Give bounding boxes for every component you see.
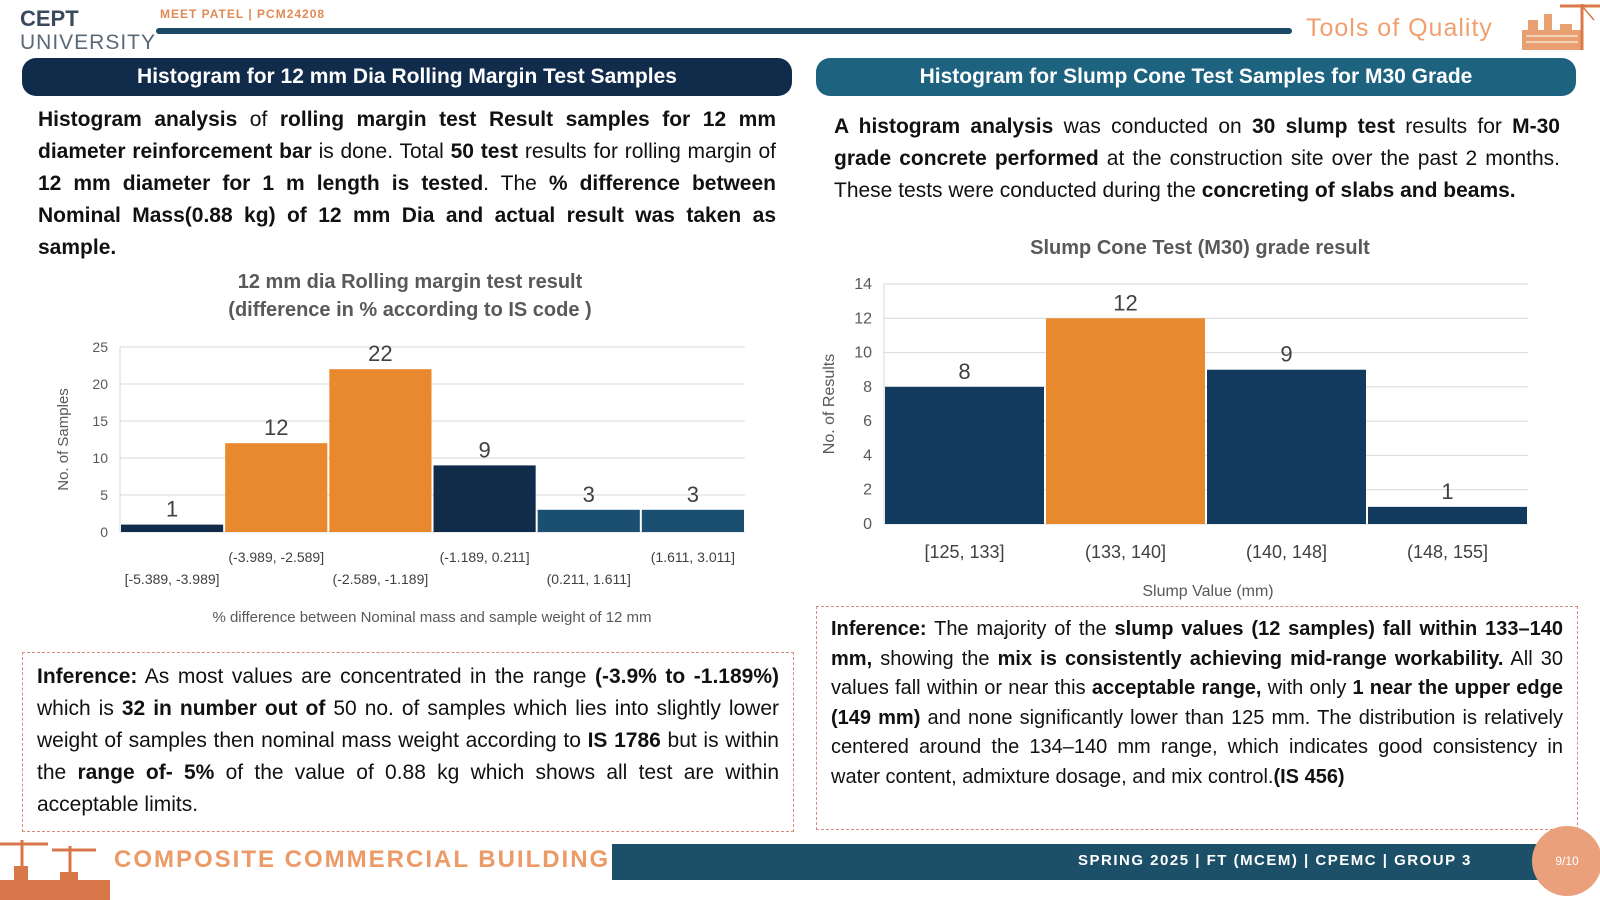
y-tick-label: 4 (863, 447, 872, 464)
tagline: Tools of Quality (1306, 14, 1493, 42)
header-rule (156, 28, 1292, 34)
left-chart-subtitle: (difference in % according to IS code ) (228, 299, 592, 321)
left-chart-title: 12 mm dia Rolling margin test result (di… (150, 268, 670, 324)
left-description: Histogram analysis of rolling margin tes… (38, 108, 776, 259)
left-chart-title-text: 12 mm dia Rolling margin test result (237, 271, 583, 293)
course-info: SPRING 2025 | FT (MCEM) | CPEMC | GROUP … (1078, 852, 1472, 869)
x-category-label: (-1.189, 0.211] (440, 549, 530, 565)
bar-value-label: 3 (583, 482, 595, 507)
y-axis-label: No. of Samples (55, 388, 72, 491)
project-title: COMPOSITE COMMERCIAL BUILDING (114, 846, 611, 873)
y-tick-label: 14 (854, 276, 872, 293)
construction-crane-icon (1522, 4, 1600, 50)
x-category-label: (140, 148] (1246, 542, 1327, 562)
right-description: A histogram analysis was conducted on 30… (834, 115, 1560, 202)
histogram-bar (641, 509, 744, 532)
y-tick-label: 25 (92, 339, 108, 355)
histogram-bar (433, 465, 536, 532)
histogram-bar (1046, 318, 1205, 524)
bar-value-label: 12 (264, 415, 288, 440)
author-label: MEET PATEL | PCM24208 (160, 7, 326, 21)
histogram-bar (537, 509, 640, 532)
histogram-bar (1207, 369, 1366, 524)
slump-cone-histogram: 0 2 4 6 8 10 12 14 8 [125, 133] 12 (133, 140] 9 (140,… (821, 276, 1528, 600)
left-section-title: Histogram for 12 mm Dia Rolling Margin T… (22, 58, 792, 96)
right-inference-box: Inference: The majority of the slump val… (816, 606, 1578, 830)
y-tick-label: 12 (854, 310, 872, 327)
x-axis-label: % difference between Nominal mass and sa… (212, 609, 651, 626)
university-logo-line1: CEPT (20, 6, 79, 31)
histogram-bar (121, 524, 224, 532)
x-axis-label: Slump Value (mm) (1142, 583, 1273, 600)
x-category-label: (148, 155] (1407, 542, 1488, 562)
y-tick-label: 0 (863, 516, 872, 533)
rolling-margin-histogram: 0 5 10 15 20 25 1 [-5.389, -3.989] 12 (-3.989, -2… (55, 339, 745, 626)
bar-value-label: 9 (478, 437, 490, 462)
histogram-bar (885, 386, 1044, 524)
bar-value-label: 1 (166, 497, 178, 522)
y-tick-label: 5 (100, 487, 108, 503)
left-inference-box: Inference: As most values are concentrat… (22, 652, 794, 832)
y-tick-label: 10 (854, 345, 872, 362)
x-category-label: (-3.989, -2.589] (228, 549, 324, 565)
university-logo-line2: UNIVERSITY (20, 31, 157, 54)
y-tick-label: 15 (92, 413, 108, 429)
right-chart-title: Slump Cone Test (M30) grade result (1030, 237, 1370, 259)
histogram-bar (225, 443, 328, 532)
histogram-bar (329, 369, 432, 532)
x-category-label: (1.611, 3.011] (651, 549, 735, 565)
construction-crane-icon (0, 840, 110, 900)
bar-value-label: 8 (958, 359, 970, 384)
bar-value-label: 3 (687, 482, 699, 507)
x-category-label: (133, 140] (1085, 542, 1166, 562)
x-category-label: (0.211, 1.611] (547, 571, 631, 587)
bar-value-label: 1 (1441, 479, 1453, 504)
x-category-label: (-2.589, -1.189] (333, 571, 429, 587)
y-tick-label: 8 (863, 379, 872, 396)
y-tick-label: 2 (863, 482, 872, 499)
y-tick-label: 10 (92, 450, 108, 466)
right-section-title: Histogram for Slump Cone Test Samples fo… (816, 58, 1576, 96)
x-category-label: [125, 133] (924, 542, 1004, 562)
bar-value-label: 12 (1113, 290, 1137, 315)
bar-value-label: 22 (368, 341, 392, 366)
y-tick-label: 20 (92, 376, 108, 392)
y-tick-label: 0 (100, 524, 108, 540)
histogram-bar (1368, 506, 1527, 524)
y-tick-label: 6 (863, 413, 872, 430)
footer-bar (612, 844, 1552, 880)
page-number: 9/10 (1532, 826, 1600, 896)
x-category-label: [-5.389, -3.989] (125, 571, 220, 587)
bar-value-label: 9 (1280, 342, 1292, 367)
y-axis-label: No. of Results (821, 354, 838, 454)
